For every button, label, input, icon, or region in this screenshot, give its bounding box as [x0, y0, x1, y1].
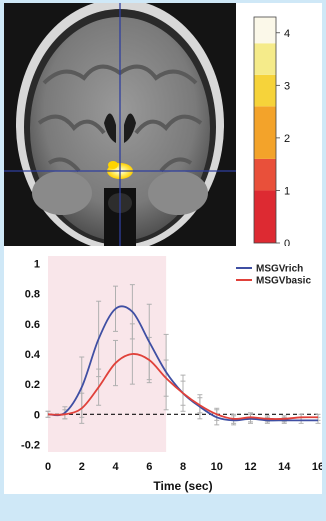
- x-tick-label: 8: [180, 461, 186, 473]
- colorbar-segment: [254, 190, 276, 243]
- colorbar-segment: [254, 106, 276, 159]
- colorbar: 0 1 2 3 4: [236, 3, 322, 246]
- x-tick-label: 12: [244, 461, 256, 473]
- x-tick-label: 10: [211, 461, 223, 473]
- stimulus-shaded-region: [48, 256, 167, 452]
- series-line-msgvbasic: [47, 353, 319, 420]
- colorbar-tick-label: 3: [284, 80, 290, 92]
- colorbar-segment: [254, 74, 276, 107]
- colorbar-segment: [254, 158, 276, 191]
- colorbar-segment: [254, 17, 276, 44]
- x-tick-label: 0: [45, 461, 51, 473]
- y-tick-label: -0.2: [21, 439, 40, 451]
- x-tick-label: 4: [112, 461, 119, 473]
- colorbar-tick-label: 1: [284, 185, 290, 197]
- legend-label: MSGVrich: [256, 264, 303, 275]
- x-axis-label: Time (sec): [153, 479, 212, 493]
- colorbar-frame: [253, 16, 277, 244]
- y-tick-label: 1: [34, 259, 40, 271]
- x-tick-label: 14: [278, 461, 291, 473]
- colorbar-tick-label: 4: [284, 28, 290, 40]
- colorbar-tick-label: 2: [284, 133, 290, 145]
- coronal-mri-slice-icon: [4, 3, 236, 246]
- legend-label: MSGVbasic: [256, 276, 311, 287]
- y-tick-label: 0: [34, 409, 40, 421]
- x-tick-label: 16: [312, 461, 322, 473]
- y-tick-label: 0.8: [25, 289, 40, 301]
- colorbar-segment: [254, 43, 276, 75]
- brain-mri-image: [4, 3, 236, 246]
- x-tick-label: 2: [79, 461, 85, 473]
- y-tick-label: 0.2: [25, 379, 40, 391]
- x-tick-label: 6: [146, 461, 152, 473]
- y-tick-label: 0.6: [25, 319, 40, 331]
- y-tick-label: 0.4: [25, 349, 41, 361]
- time-course-chart: -0.2 0 0.2 0.4 0.6 0.8 1 0 2 4 6 8 10 12 14 16 Time (sec…: [4, 246, 322, 494]
- colorbar-tick-label: 0: [284, 238, 290, 246]
